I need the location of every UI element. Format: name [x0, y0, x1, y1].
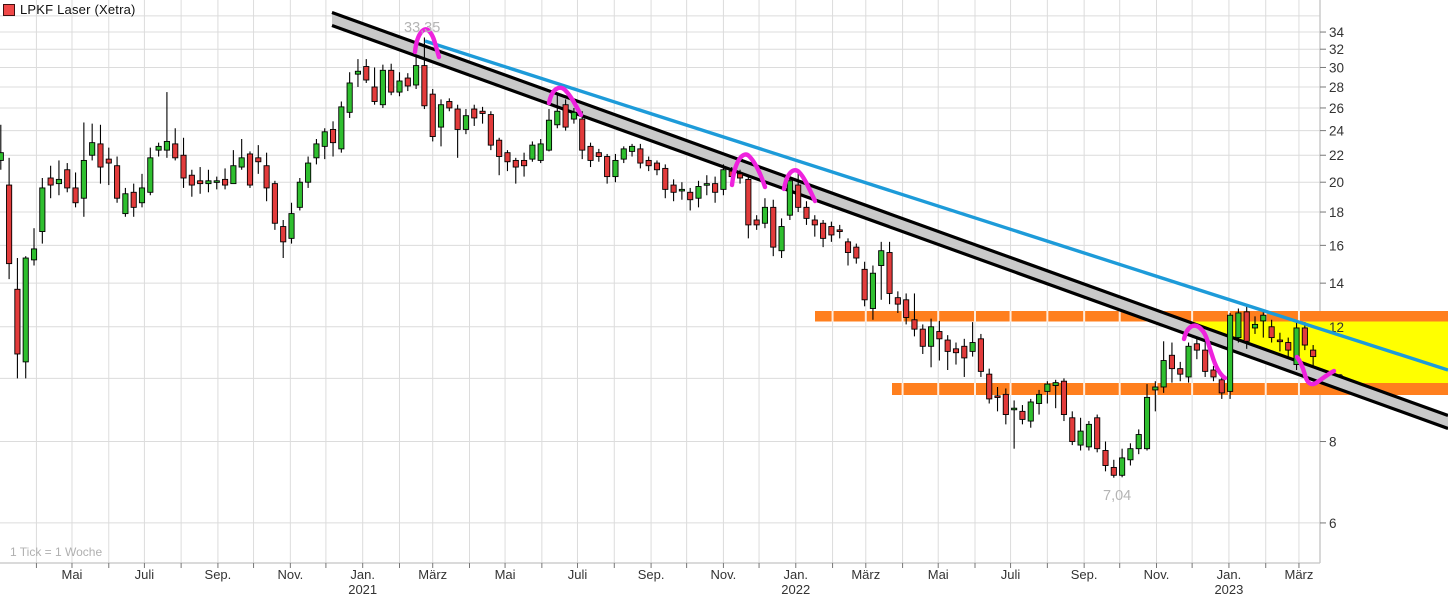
svg-text:8: 8 [1329, 435, 1337, 450]
svg-text:22: 22 [1329, 148, 1344, 163]
svg-text:30: 30 [1329, 60, 1344, 75]
svg-text:2023: 2023 [1214, 582, 1243, 597]
svg-text:12: 12 [1329, 320, 1344, 335]
svg-text:20: 20 [1329, 175, 1344, 190]
tick-interval-note: 1 Tick = 1 Woche [10, 545, 103, 559]
svg-text:Nov.: Nov. [711, 567, 737, 582]
svg-text:Sep.: Sep. [638, 567, 665, 582]
grid-layer [0, 0, 1326, 568]
magenta-markers [412, 27, 1337, 387]
series-title: LPKF Laser (Xetra) [20, 2, 136, 17]
svg-text:Jan.: Jan. [783, 567, 808, 582]
svg-text:Mai: Mai [62, 567, 83, 582]
price-annotations: 33,35 7,04 [404, 20, 1131, 504]
svg-text:Nov.: Nov. [1144, 567, 1170, 582]
svg-text:Juli: Juli [135, 567, 155, 582]
svg-text:Nov.: Nov. [277, 567, 303, 582]
svg-text:Sep.: Sep. [1071, 567, 1098, 582]
svg-text:Sep.: Sep. [205, 567, 232, 582]
svg-text:6: 6 [1329, 516, 1337, 531]
support-resistance-zones [815, 311, 1448, 395]
svg-text:Juli: Juli [1001, 567, 1021, 582]
svg-text:Mai: Mai [928, 567, 949, 582]
svg-text:16: 16 [1329, 238, 1344, 253]
y-axis-labels: 3432302826242220181614121086 [1329, 25, 1345, 531]
svg-text:32: 32 [1329, 42, 1344, 57]
svg-text:2021: 2021 [348, 582, 377, 597]
svg-text:Jan.: Jan. [1217, 567, 1242, 582]
svg-text:33,35: 33,35 [404, 20, 440, 36]
svg-text:März: März [851, 567, 880, 582]
yellow-wedge [1192, 321, 1448, 383]
svg-text:28: 28 [1329, 80, 1344, 95]
svg-text:2022: 2022 [781, 582, 810, 597]
legend: LPKF Laser (Xetra) [3, 2, 136, 17]
svg-text:Mai: Mai [495, 567, 516, 582]
svg-text:Juli: Juli [568, 567, 588, 582]
svg-text:24: 24 [1329, 124, 1345, 139]
svg-text:März: März [418, 567, 447, 582]
svg-text:7,04: 7,04 [1103, 488, 1131, 504]
trend-channel [331, 10, 1448, 431]
svg-text:18: 18 [1329, 205, 1344, 220]
blue-trend-line [424, 39, 1448, 372]
candles-layer [0, 37, 1317, 478]
svg-text:14: 14 [1329, 276, 1345, 291]
svg-text:Jan.: Jan. [350, 567, 375, 582]
series-color-icon [3, 3, 15, 16]
svg-text:34: 34 [1329, 25, 1345, 40]
svg-text:26: 26 [1329, 101, 1344, 116]
svg-text:März: März [1284, 567, 1313, 582]
